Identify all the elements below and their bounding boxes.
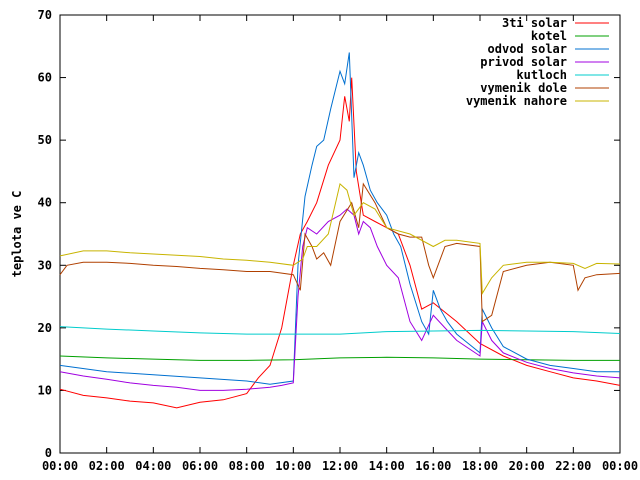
x-tick-label: 14:00	[369, 459, 405, 473]
x-tick-label: 00:00	[42, 459, 78, 473]
legend-label: kotel	[531, 29, 567, 43]
x-tick-label: 02:00	[89, 459, 125, 473]
x-tick-label: 10:00	[275, 459, 311, 473]
legend-label: kutloch	[516, 68, 567, 82]
y-tick-label: 40	[38, 196, 52, 210]
y-axis: 0 10 20 30 40 50 60 70	[38, 8, 620, 460]
series-line-kutloch	[59, 326, 621, 335]
x-tick-label: 12:00	[322, 459, 358, 473]
series-line-odvod-solar	[59, 52, 620, 385]
legend-label: odvod solar	[488, 42, 567, 56]
series-line-privod-solar	[59, 208, 621, 391]
series-line-vymenik-dole	[59, 182, 621, 323]
y-tick-label: 30	[38, 258, 52, 272]
y-axis-title: teplota ve C	[10, 191, 24, 278]
y-tick-label: 10	[38, 383, 52, 397]
y-tick-label: 0	[45, 446, 52, 460]
legend-label: vymenik dole	[480, 81, 567, 95]
x-tick-label: 22:00	[555, 459, 591, 473]
x-tick-label: 04:00	[135, 459, 171, 473]
y-tick-label: 50	[38, 133, 52, 147]
x-tick-label: 06:00	[182, 459, 218, 473]
legend-label: 3ti solar	[502, 16, 567, 30]
series-line-kotel	[59, 355, 620, 361]
series-line-vymenik-nahore	[59, 182, 621, 296]
y-tick-label: 70	[38, 8, 52, 22]
legend-label: vymenik nahore	[466, 94, 567, 108]
x-tick-label: 18:00	[462, 459, 498, 473]
legend-label: privod solar	[480, 55, 567, 69]
x-tick-label: 20:00	[509, 459, 545, 473]
series-layer	[59, 52, 621, 409]
x-tick-label: 00:00	[602, 459, 638, 473]
y-tick-label: 60	[38, 71, 52, 85]
x-axis: 00:00 02:00 04:00 06:00 08:00 10:00 12:00 14:00…	[42, 15, 638, 473]
x-tick-label: 16:00	[415, 459, 451, 473]
x-tick-label: 08:00	[229, 459, 265, 473]
y-tick-label: 20	[38, 321, 52, 335]
